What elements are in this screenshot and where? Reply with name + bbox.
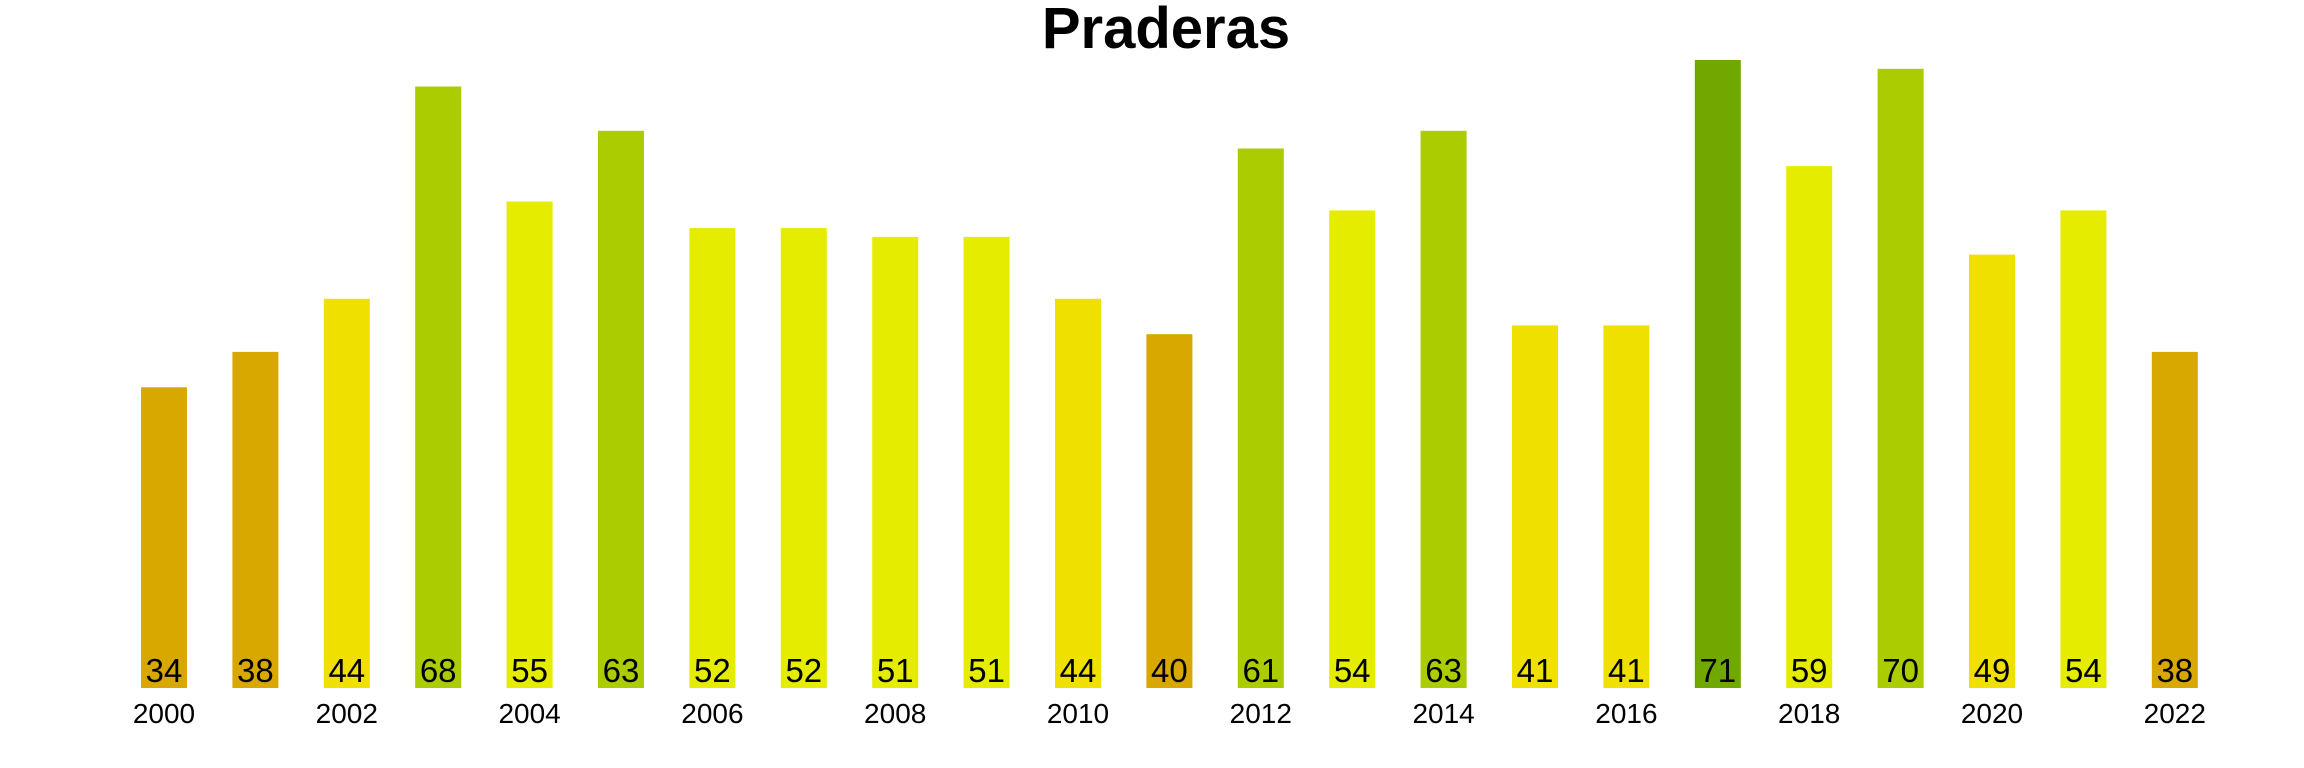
- x-tick-label-2016: 2016: [1595, 698, 1657, 729]
- bar-2016: [1603, 325, 1650, 688]
- bar-2006: [689, 228, 736, 688]
- value-label-2005: 63: [603, 652, 640, 689]
- bar-2018: [1786, 166, 1833, 689]
- x-tick-label-2012: 2012: [1230, 698, 1292, 729]
- value-label-2011: 40: [1151, 652, 1188, 689]
- bar-2003: [415, 86, 462, 688]
- value-label-2004: 55: [511, 652, 548, 689]
- value-label-2022: 38: [2156, 652, 2193, 689]
- bar-2009: [963, 236, 1010, 688]
- bar-2008: [872, 236, 919, 688]
- bars-group: [141, 60, 2198, 689]
- value-label-2010: 44: [1060, 652, 1097, 689]
- x-tick-label-2000: 2000: [133, 698, 195, 729]
- x-tick-label-2004: 2004: [498, 698, 560, 729]
- bar-2015: [1512, 325, 1558, 688]
- value-label-2015: 41: [1517, 652, 1554, 689]
- bar-2012: [1237, 148, 1284, 688]
- value-label-2003: 68: [420, 652, 457, 689]
- bar-2017: [1694, 60, 1741, 688]
- value-label-2021: 54: [2065, 652, 2102, 689]
- x-tick-label-2020: 2020: [1961, 698, 2023, 729]
- x-tick-labels-group: 2000 2002 2004 2006 2008 2010 2012 2014 2016 2018…: [133, 698, 2206, 729]
- value-label-2012: 61: [1242, 652, 1279, 689]
- bar-2002: [323, 298, 370, 688]
- value-label-2016: 41: [1608, 652, 1645, 689]
- bar-2010: [1055, 298, 1101, 688]
- value-label-2000: 34: [146, 652, 183, 689]
- value-label-2019: 70: [1882, 652, 1919, 689]
- value-label-2007: 52: [785, 652, 822, 689]
- bar-2007: [780, 228, 827, 688]
- value-label-2002: 44: [328, 652, 365, 689]
- chart-title: Praderas: [1042, 0, 1290, 61]
- bar-2005: [598, 130, 644, 689]
- bar-2011: [1146, 334, 1193, 688]
- x-tick-label-2008: 2008: [864, 698, 926, 729]
- x-tick-label-2002: 2002: [316, 698, 378, 729]
- value-labels-group: 34 38 44 68 55 63 52 52 51 51 44 40 61 54 63 41 41 71 59 70…: [146, 652, 2194, 689]
- x-tick-label-2014: 2014: [1412, 698, 1474, 729]
- value-label-2014: 63: [1425, 652, 1462, 689]
- value-label-2020: 49: [1974, 652, 2011, 689]
- value-label-2013: 54: [1334, 652, 1371, 689]
- bar-2013: [1329, 210, 1376, 688]
- value-label-2018: 59: [1791, 652, 1828, 689]
- x-tick-label-2018: 2018: [1778, 698, 1840, 729]
- value-label-2009: 51: [968, 652, 1005, 689]
- x-tick-label-2022: 2022: [2144, 698, 2206, 729]
- bar-2001: [232, 351, 279, 688]
- bar-2019: [1877, 68, 1924, 689]
- bar-2004: [506, 201, 553, 688]
- value-label-2001: 38: [237, 652, 274, 689]
- x-tick-label-2006: 2006: [681, 698, 743, 729]
- bar-2014: [1420, 130, 1467, 689]
- bar-2020: [1969, 254, 2015, 688]
- bar-2022: [2151, 351, 2198, 688]
- value-label-2017: 71: [1699, 652, 1736, 689]
- bar-2021: [2060, 210, 2107, 688]
- bar-2000: [141, 387, 187, 688]
- value-label-2006: 52: [694, 652, 731, 689]
- value-label-2008: 51: [877, 652, 914, 689]
- x-tick-label-2010: 2010: [1047, 698, 1109, 729]
